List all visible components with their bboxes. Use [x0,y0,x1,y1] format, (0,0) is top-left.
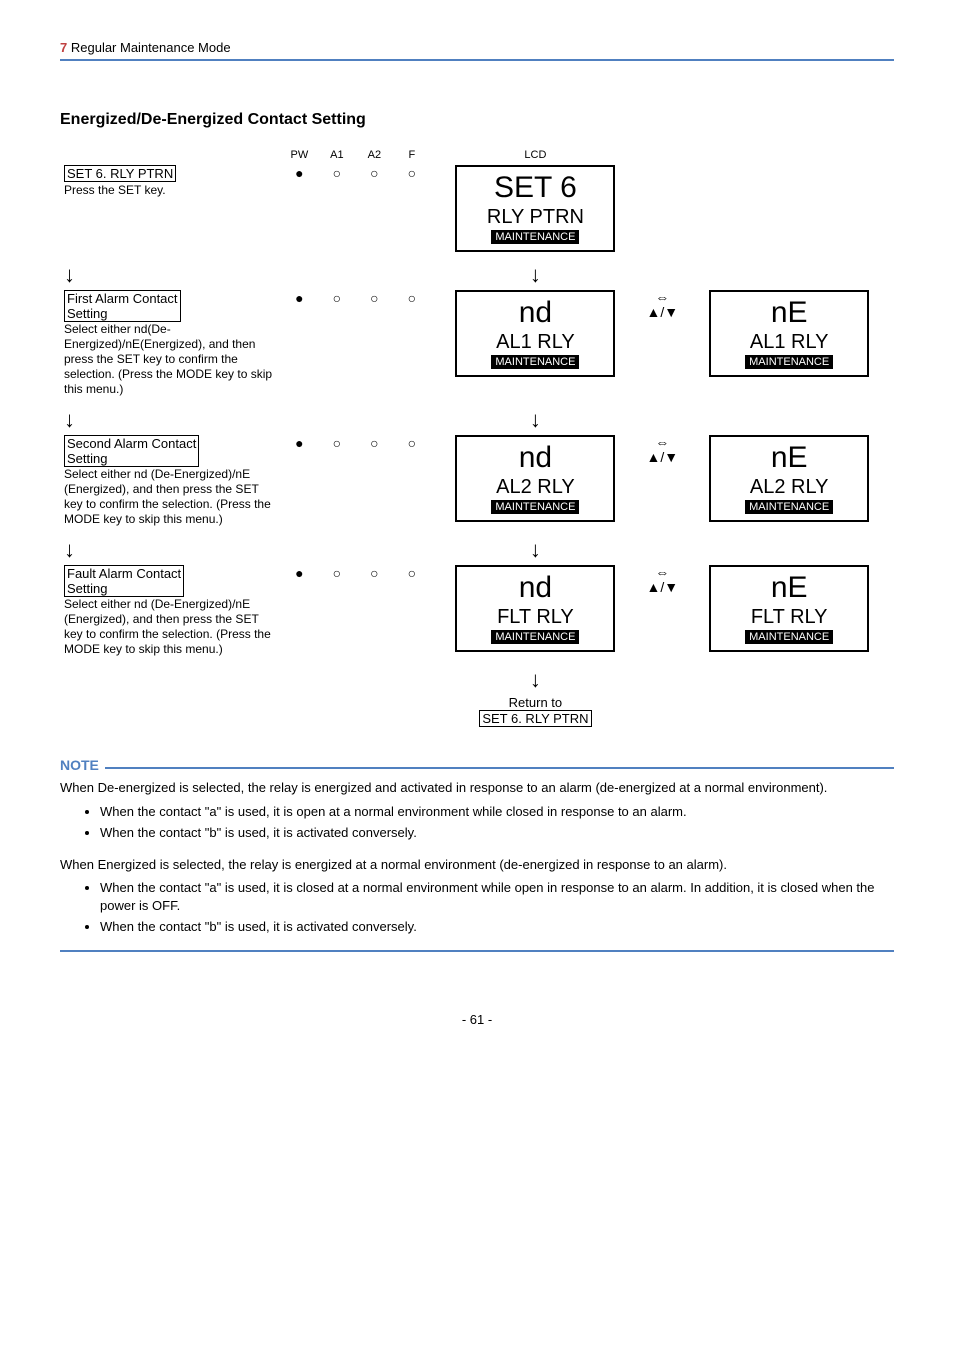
maintenance-badge: MAINTENANCE [491,630,579,644]
lcd-line1: nE [717,571,861,604]
step-desc-flt: Select either nd (De-Energized)/nE (Ener… [64,597,277,657]
lcd-box-al1-ne: nE AL1 RLY MAINTENANCE [709,290,869,377]
lcd-box-al2-nd: nd AL2 RLY MAINTENANCE [455,435,615,522]
step-desc-al1: Select either nd(De-Energized)/nE(Energi… [64,322,277,397]
led-a2-off-icon [370,437,378,451]
toggle-arrow-icon: ⇔▲/▼ [644,565,680,596]
led-header-a2: A2 [356,147,394,163]
led-a1-off-icon [333,292,341,306]
lcd-line2: FLT RLY [463,606,607,628]
lcd-header: LCD [431,147,641,163]
maintenance-badge: MAINTENANCE [745,630,833,644]
led-a1-off-icon [333,567,341,581]
return-label: Return to [509,695,562,710]
led-pw-on-icon [295,292,303,306]
note-bullet: When the contact "a" is used, it is open… [100,803,894,821]
note-bullet: When the contact "b" is used, it is acti… [100,918,894,936]
led-f-off-icon [408,167,416,181]
lcd-line1: nd [463,571,607,604]
lcd-line2: AL1 RLY [463,331,607,353]
maintenance-badge: MAINTENANCE [491,230,579,244]
led-header-a1: A1 [318,147,356,163]
led-header-f: F [393,147,431,163]
step-desc-al2: Select either nd (De-Energized)/nE (Ener… [64,467,277,527]
chapter-title: Regular Maintenance Mode [71,40,231,55]
down-arrow-icon: ↓ [530,537,541,562]
note-para2: When Energized is selected, the relay is… [60,856,894,874]
led-f-off-icon [408,292,416,306]
lcd-line1: nE [717,441,861,474]
page-number: - 61 - [60,1012,894,1027]
led-header-pw: PW [281,147,319,163]
led-f-off-icon [408,437,416,451]
lcd-box-set6: SET 6 RLY PTRN MAINTENANCE [455,165,615,252]
lcd-box-al1-nd: nd AL1 RLY MAINTENANCE [455,290,615,377]
note-section: NOTE When De-energized is selected, the … [60,757,894,952]
lcd-line2: FLT RLY [717,606,861,628]
led-a2-off-icon [370,292,378,306]
toggle-arrow-icon: ⇔▲/▼ [644,435,680,466]
note-para1: When De-energized is selected, the relay… [60,779,894,797]
step-title-al1: First Alarm ContactSetting [64,290,181,322]
led-pw-on-icon [295,567,303,581]
step-title-al2: Second Alarm ContactSetting [64,435,199,467]
lcd-line2: RLY PTRN [463,206,607,228]
lcd-line2: AL2 RLY [717,476,861,498]
down-arrow-icon: ↓ [530,262,541,287]
down-arrow-icon: ↓ [64,407,75,432]
chapter-number: 7 [60,40,67,55]
down-arrow-icon: ↓ [64,262,75,287]
led-a1-off-icon [333,437,341,451]
lcd-box-flt-nd: nd FLT RLY MAINTENANCE [455,565,615,652]
note-label: NOTE [60,757,105,773]
step-title-flt: Fault Alarm ContactSetting [64,565,184,597]
section-title: Energized/De-Energized Contact Setting [60,111,894,129]
note-end-rule [60,950,894,952]
led-pw-on-icon [295,437,303,451]
down-arrow-icon: ↓ [530,407,541,432]
led-a2-off-icon [370,567,378,581]
lcd-line2: AL1 RLY [717,331,861,353]
lcd-line1: SET 6 [463,171,607,204]
maintenance-badge: MAINTENANCE [745,500,833,514]
lcd-line1: nd [463,296,607,329]
step-title-set6: SET 6. RLY PTRN [64,165,176,182]
down-arrow-icon: ↓ [530,667,541,692]
note-bullet: When the contact "b" is used, it is acti… [100,824,894,842]
lcd-line1: nE [717,296,861,329]
down-arrow-icon: ↓ [64,537,75,562]
lcd-box-flt-ne: nE FLT RLY MAINTENANCE [709,565,869,652]
maintenance-badge: MAINTENANCE [745,355,833,369]
led-f-off-icon [408,567,416,581]
return-target: SET 6. RLY PTRN [479,710,591,727]
maintenance-badge: MAINTENANCE [491,500,579,514]
led-a2-off-icon [370,167,378,181]
note-bullet: When the contact "a" is used, it is clos… [100,879,894,914]
lcd-line1: nd [463,441,607,474]
lcd-box-al2-ne: nE AL2 RLY MAINTENANCE [709,435,869,522]
toggle-arrow-icon: ⇔▲/▼ [644,290,680,321]
led-pw-on-icon [295,167,303,181]
maintenance-badge: MAINTENANCE [491,355,579,369]
led-a1-off-icon [333,167,341,181]
step-desc-set6: Press the SET key. [64,183,166,197]
page-header: 7 Regular Maintenance Mode [60,40,894,61]
flow-diagram: PW A1 A2 F LCD SET 6. RLY PTRN Press the… [60,147,894,729]
lcd-line2: AL2 RLY [463,476,607,498]
